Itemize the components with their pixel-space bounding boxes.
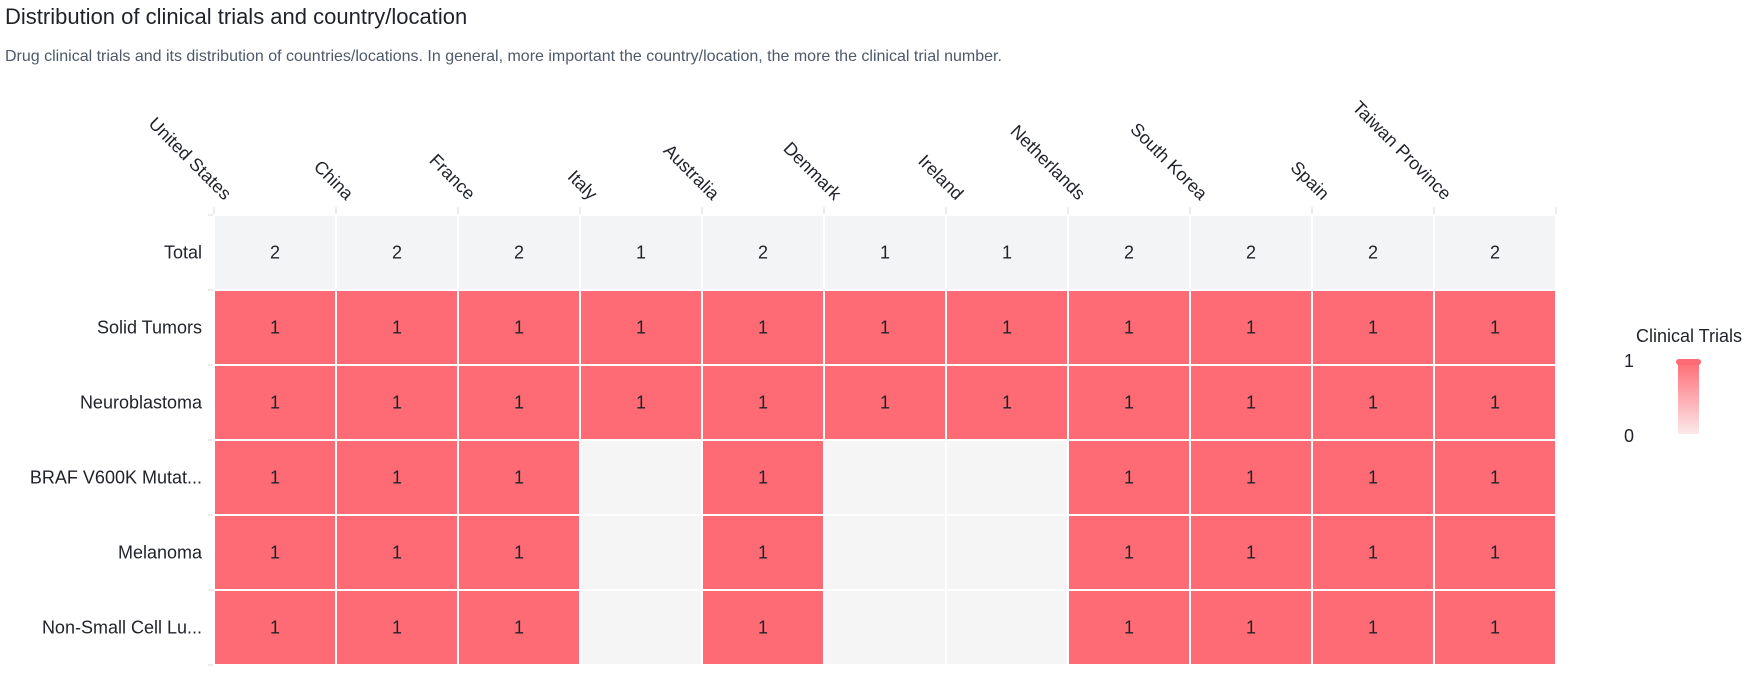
cell-value: 1 [1490, 543, 1500, 563]
cell-value: 1 [880, 393, 890, 413]
cell-value: 1 [1490, 618, 1500, 638]
cell-value: 1 [758, 468, 768, 488]
cell-value: 1 [1368, 393, 1378, 413]
y-axis-label-total: Total [164, 243, 202, 263]
total-cell-value: 2 [514, 243, 524, 263]
y-axis-label: Neuroblastoma [80, 393, 203, 413]
cell-value: 1 [514, 618, 524, 638]
cell-value: 1 [1002, 393, 1012, 413]
cell-value: 1 [1490, 393, 1500, 413]
cell-value: 1 [514, 393, 524, 413]
cell-value: 1 [1368, 543, 1378, 563]
cell-value: 1 [392, 468, 402, 488]
x-axis-label: China [310, 156, 358, 204]
cell-value: 1 [1246, 468, 1256, 488]
total-cell-value: 2 [1246, 243, 1256, 263]
y-axis-label: Melanoma [118, 543, 203, 563]
total-cell-value: 1 [636, 243, 646, 263]
heatmap-empty-cell [946, 440, 1068, 515]
cell-value: 1 [1246, 543, 1256, 563]
x-axis-label: United States [145, 113, 236, 204]
cell-value: 1 [270, 618, 280, 638]
legend-min-label: 0 [1624, 426, 1634, 446]
heatmap-empty-cell [946, 590, 1068, 665]
x-axis-label: South Korea [1126, 119, 1212, 205]
x-axis-label: Italy [564, 166, 601, 203]
cell-value: 1 [1246, 618, 1256, 638]
y-axis-label: Solid Tumors [97, 318, 202, 338]
total-cell-value: 1 [1002, 243, 1012, 263]
cell-value: 1 [880, 318, 890, 338]
legend-title: Clinical Trials [1636, 326, 1742, 346]
cell-value: 1 [1246, 318, 1256, 338]
cell-value: 1 [1368, 618, 1378, 638]
total-cell-value: 2 [1368, 243, 1378, 263]
cell-value: 1 [1490, 318, 1500, 338]
y-axis-label: Non-Small Cell Lu... [42, 618, 202, 638]
cell-value: 1 [1124, 543, 1134, 563]
cell-value: 1 [392, 318, 402, 338]
cell-value: 1 [758, 543, 768, 563]
cell-value: 1 [270, 318, 280, 338]
cell-value: 1 [514, 468, 524, 488]
total-cell-value: 2 [1490, 243, 1500, 263]
cell-value: 1 [636, 318, 646, 338]
cell-value: 1 [636, 393, 646, 413]
cell-value: 1 [392, 393, 402, 413]
x-axis-label: Spain [1287, 157, 1334, 204]
cell-value: 1 [514, 543, 524, 563]
heatmap-empty-cell [946, 515, 1068, 590]
cell-value: 1 [392, 618, 402, 638]
total-cell-value: 2 [1124, 243, 1134, 263]
cell-value: 1 [1246, 393, 1256, 413]
cell-value: 1 [1002, 318, 1012, 338]
legend-handle [1676, 359, 1701, 365]
cell-value: 1 [1490, 468, 1500, 488]
x-axis-label: Ireland [914, 151, 967, 204]
total-cell-value: 2 [758, 243, 768, 263]
cell-value: 1 [270, 393, 280, 413]
total-cell-value: 2 [270, 243, 280, 263]
cell-value: 1 [1124, 618, 1134, 638]
cell-value: 1 [758, 393, 768, 413]
legend-color-bar [1678, 361, 1699, 434]
x-axis-label: Taiwan Province [1348, 97, 1455, 204]
cell-value: 1 [270, 468, 280, 488]
cell-value: 1 [270, 543, 280, 563]
cell-value: 1 [1124, 318, 1134, 338]
x-axis-label: Australia [660, 140, 724, 204]
x-axis-label: France [426, 150, 480, 204]
cell-value: 1 [1124, 468, 1134, 488]
heatmap-empty-cell [580, 590, 702, 665]
cell-value: 1 [758, 318, 768, 338]
heatmap-empty-cell [824, 440, 946, 515]
heatmap-empty-cell [580, 440, 702, 515]
x-axis-label: Netherlands [1007, 121, 1090, 204]
y-axis-label: BRAF V600K Mutat... [30, 468, 202, 488]
legend-max-label: 1 [1624, 351, 1634, 371]
total-cell-value: 1 [880, 243, 890, 263]
cell-value: 1 [514, 318, 524, 338]
heatmap-empty-cell [580, 515, 702, 590]
cell-value: 1 [758, 618, 768, 638]
heatmap-empty-cell [824, 590, 946, 665]
heatmap-empty-cell [824, 515, 946, 590]
cell-value: 1 [1124, 393, 1134, 413]
cell-value: 1 [1368, 318, 1378, 338]
cell-value: 1 [1368, 468, 1378, 488]
x-axis-label: Denmark [780, 138, 846, 204]
total-cell-value: 2 [392, 243, 402, 263]
cell-value: 1 [392, 543, 402, 563]
